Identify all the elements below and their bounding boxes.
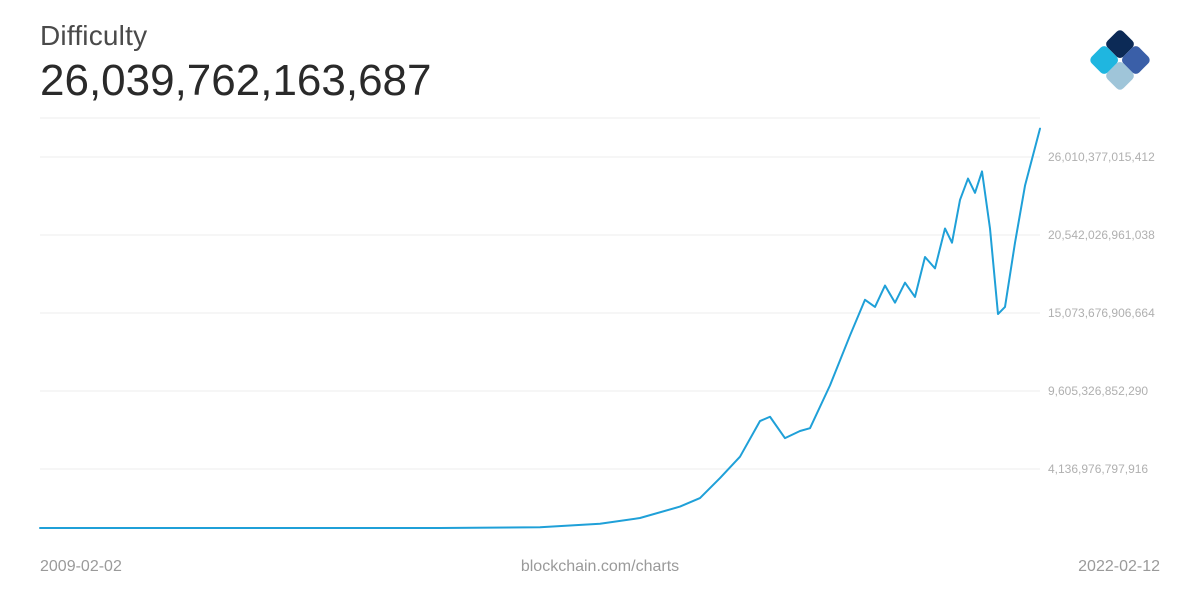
x-axis-end-date: 2022-02-12 <box>1078 558 1160 576</box>
y-axis-tick-label: 9,605,326,852,290 <box>1048 384 1148 398</box>
source-label: blockchain.com/charts <box>521 558 679 576</box>
y-axis-tick-label: 26,010,377,015,412 <box>1048 150 1155 164</box>
chart-value: 26,039,762,163,687 <box>40 56 432 106</box>
y-axis-tick-label: 15,073,676,906,664 <box>1048 306 1155 320</box>
y-axis-tick-label: 20,542,026,961,038 <box>1048 228 1155 242</box>
chart-title: Difficulty <box>40 20 432 52</box>
y-axis-labels: 4,136,976,797,916 9,605,326,852,290 15,073… <box>1048 118 1188 528</box>
chart-card: Difficulty 26,039,762,163,687 4,136,976,… <box>0 0 1200 600</box>
y-axis-tick-label: 4,136,976,797,916 <box>1048 462 1148 476</box>
footer: 2009-02-02 blockchain.com/charts 2022-02… <box>40 558 1160 576</box>
header: Difficulty 26,039,762,163,687 <box>40 20 1160 106</box>
chart-plot-area <box>40 118 1040 528</box>
blockchain-logo-icon <box>1080 20 1160 100</box>
x-axis-start-date: 2009-02-02 <box>40 558 122 576</box>
title-block: Difficulty 26,039,762,163,687 <box>40 20 432 106</box>
